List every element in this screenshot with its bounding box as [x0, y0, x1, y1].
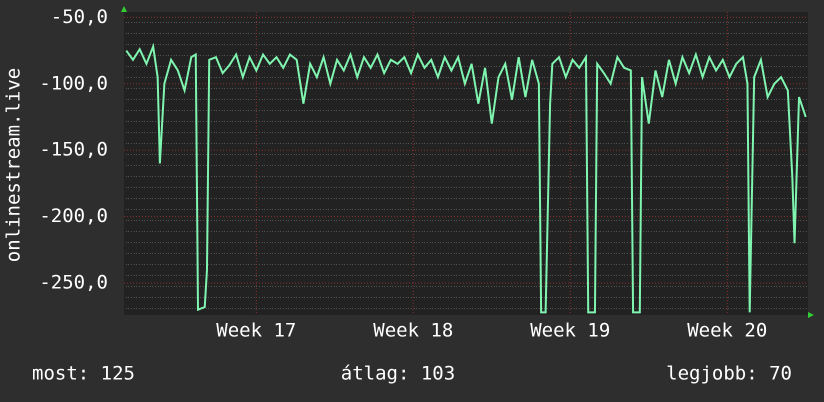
- y-tick-label: -250,0: [39, 272, 108, 294]
- x-tick-label: Week 19: [530, 320, 610, 342]
- x-tick-label: Week 17: [216, 320, 296, 342]
- y-axis-label: onlinestream.live: [3, 68, 25, 262]
- y-tick-label: -100,0: [39, 72, 108, 94]
- x-tick-label: Week 20: [687, 320, 767, 342]
- footer-stat: átlag: 103: [341, 363, 455, 385]
- y-tick-label: -50,0: [51, 6, 108, 28]
- x-axis-arrow: [808, 312, 814, 318]
- y-axis-arrow: [121, 6, 127, 12]
- y-tick-label: -150,0: [39, 139, 108, 161]
- minor-grid: [124, 12, 808, 315]
- x-tick-label: Week 18: [373, 320, 453, 342]
- line: [125, 42, 807, 314]
- y-tick-label: -200,0: [39, 205, 108, 227]
- footer-stat: legjobb: 70: [666, 363, 792, 385]
- footer-stat: most: 125: [32, 363, 135, 385]
